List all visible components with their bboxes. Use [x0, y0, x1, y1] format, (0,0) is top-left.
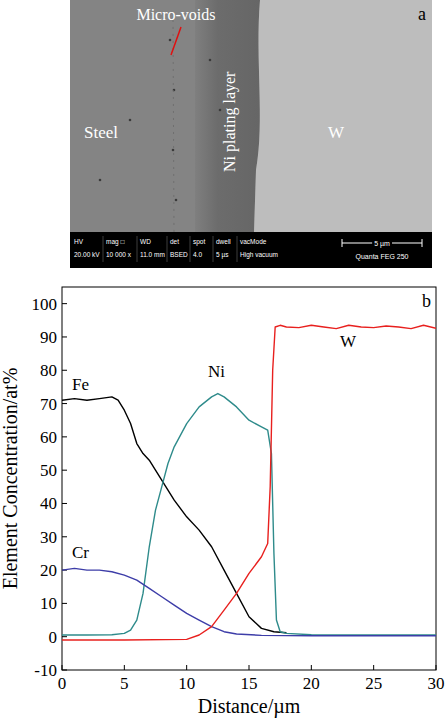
databar — [70, 232, 432, 268]
chart: -100102030405060708090100051015202530Dis… — [0, 287, 445, 718]
instrument-label: Quanta FEG 250 — [356, 253, 409, 261]
void-dot — [175, 199, 178, 202]
y-tick — [62, 636, 67, 637]
y-tick — [62, 370, 67, 371]
series-line — [62, 394, 436, 635]
y-tick-label: 0 — [49, 628, 58, 647]
voids-label: Micro-voids — [136, 6, 215, 23]
w-region — [254, 0, 432, 232]
figure: Micro-voids Steel Ni plating layer Wa HV 20.0… — [0, 0, 446, 722]
void-line — [173, 20, 174, 232]
databar-label: WD — [140, 238, 151, 245]
ni-layer-region — [195, 0, 260, 232]
databar-divider — [137, 236, 138, 262]
scale-label: 5 µm — [374, 240, 390, 248]
scale-bar-end — [342, 239, 343, 247]
y-tick-label: 30 — [40, 528, 57, 547]
y-tick-label: 20 — [40, 561, 57, 580]
y-tick — [62, 503, 67, 504]
x-tick-label: 5 — [120, 674, 129, 693]
databar-value: 5 µs — [216, 251, 229, 259]
databar-value: 20.00 kV — [74, 251, 100, 258]
databar-label: spot — [193, 238, 205, 246]
series-label: Cr — [72, 543, 89, 562]
databar-label: mag □ — [106, 238, 124, 246]
void-dot — [129, 119, 132, 122]
steel-region — [70, 0, 432, 232]
series-label: Fe — [72, 375, 89, 394]
y-tick-label: 100 — [32, 295, 58, 314]
databar-value: 10 000 x — [106, 251, 132, 258]
series-label: Ni — [208, 362, 225, 381]
y-tick-label: -10 — [34, 661, 57, 680]
y-tick-label: 10 — [40, 594, 57, 613]
databar-divider — [103, 236, 104, 262]
databar-value: BSED — [170, 251, 188, 258]
voids-pointer — [171, 27, 181, 55]
series-label: W — [340, 332, 357, 351]
y-tick — [62, 670, 67, 671]
databar-divider — [213, 236, 214, 262]
x-tick — [124, 665, 125, 670]
x-tick-label: 20 — [303, 674, 320, 693]
panel-label: b — [422, 291, 431, 311]
databar-divider — [190, 236, 191, 262]
y-tick — [62, 536, 67, 537]
scale-label-bg — [372, 240, 392, 248]
y-tick-label: 90 — [40, 328, 57, 347]
panel-label: a — [418, 4, 426, 24]
databar-divider — [167, 236, 168, 262]
x-tick-label: 30 — [428, 674, 445, 693]
x-tick — [249, 665, 250, 670]
y-tick — [62, 403, 67, 404]
y-tick-label: 50 — [40, 461, 57, 480]
databar-value: 4.0 — [193, 251, 202, 258]
scale-bar-end — [422, 239, 423, 247]
w-label: W — [328, 123, 345, 142]
lines — [62, 325, 436, 640]
micrograph: Micro-voids Steel Ni plating layer Wa HV 20.0… — [70, 0, 432, 268]
void-dot — [169, 39, 172, 42]
steel-label: Steel — [84, 123, 118, 142]
y-tick — [62, 470, 67, 471]
void-dot — [99, 179, 102, 182]
databar-label: dwell — [216, 238, 231, 245]
y-tick — [62, 603, 67, 604]
x-tick-label: 10 — [178, 674, 195, 693]
y-tick — [62, 336, 67, 337]
x-axis-title: Distance/µm — [198, 695, 301, 718]
x-tick — [436, 665, 437, 670]
x-tick — [311, 665, 312, 670]
ni-layer-label: Ni plating layer — [221, 71, 239, 172]
y-tick — [62, 303, 67, 304]
databar-value: 11.0 mm — [140, 251, 165, 258]
databar-label: det — [170, 238, 179, 245]
series-line — [62, 325, 436, 640]
void-dot — [209, 59, 212, 62]
plot-frame — [62, 287, 436, 670]
x-tick — [373, 665, 374, 670]
x-tick-label: 25 — [365, 674, 382, 693]
series-line — [62, 397, 286, 633]
databar-value: High vacuum — [240, 251, 278, 259]
y-axis-title: Element Concentration/at% — [0, 368, 21, 590]
series-line — [62, 568, 436, 635]
y-tick-label: 80 — [40, 361, 57, 380]
databar-divider — [237, 236, 238, 262]
databar-label: HV — [74, 238, 84, 245]
x-tick — [62, 665, 63, 670]
y-tick-label: 70 — [40, 395, 57, 414]
y-tick-label: 40 — [40, 494, 57, 513]
x-tick-label: 15 — [241, 674, 258, 693]
x-tick-label: 0 — [58, 674, 67, 693]
databar-label: vacMode — [240, 238, 267, 245]
void-dot — [172, 149, 175, 152]
x-tick — [186, 665, 187, 670]
y-tick-label: 60 — [40, 428, 57, 447]
y-tick — [62, 436, 67, 437]
